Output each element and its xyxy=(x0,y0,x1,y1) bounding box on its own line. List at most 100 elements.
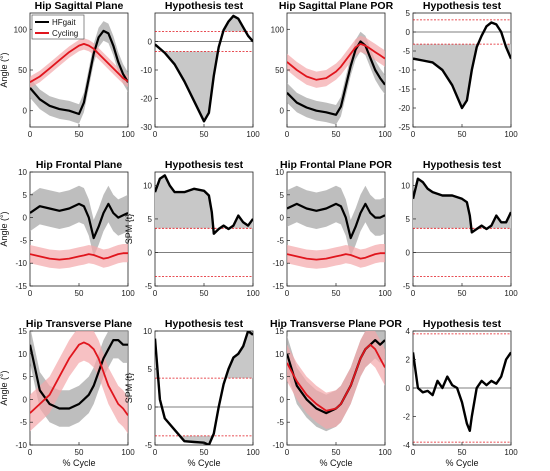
y-tick-label: 5 xyxy=(280,191,285,200)
plot-area xyxy=(413,177,511,278)
y-tick-label: 0 xyxy=(280,107,285,116)
y-tick-label: -25 xyxy=(398,123,410,132)
x-tick-label: 100 xyxy=(121,130,135,139)
x-tick-label: 100 xyxy=(504,130,518,139)
y-tick-label: -10 xyxy=(15,441,27,450)
panel-title: Hip Transverse Plane POR xyxy=(270,318,402,330)
hfgait-mean-line xyxy=(30,202,128,240)
x-tick-label: 50 xyxy=(200,130,209,139)
y-tick-label: 0 xyxy=(148,403,153,412)
panel-hip-sagittal-por: Hip Sagittal Plane POR 0 50 100 0 50 100 xyxy=(271,0,394,139)
y-tick-label: 15 xyxy=(275,327,284,336)
x-tick-label: 50 xyxy=(75,289,84,298)
y-tick-label: -20 xyxy=(140,95,152,104)
y-tick-label: -5 xyxy=(145,282,153,291)
spm-t-curve xyxy=(155,14,253,123)
hfgait-sd-band xyxy=(287,31,385,125)
x-tick-label: 50 xyxy=(332,130,341,139)
panel-hip-transverse-por: Hip Transverse Plane POR 0 50 100 -10 -5 0 5 10 1… xyxy=(270,318,402,468)
hfgait-sd-band xyxy=(30,185,128,257)
y-tick-label: 15 xyxy=(18,327,27,336)
y-tick-label: -5 xyxy=(277,236,285,245)
panel-title: Hypothesis test xyxy=(423,159,502,171)
x-tick-label: 0 xyxy=(153,448,158,457)
plot-area xyxy=(413,333,511,443)
x-tick-label: 0 xyxy=(411,289,416,298)
y-tick-label: 2 xyxy=(406,356,411,365)
panel-hip-frontal: Hip Frontal Plane 0 50 100 -15 -10 -5 0 5 10 Angle… xyxy=(0,159,135,298)
plot-area xyxy=(287,31,385,125)
spm-t-curve xyxy=(155,331,253,445)
y-tick-label: 10 xyxy=(143,327,152,336)
x-tick-label: 50 xyxy=(458,448,467,457)
plot-area xyxy=(155,174,253,278)
y-tick-label: 0 xyxy=(23,107,28,116)
axes-box xyxy=(154,330,254,446)
y-tick-label: 5 xyxy=(406,215,411,224)
x-tick-label: 100 xyxy=(246,130,260,139)
cycling-mean-line xyxy=(30,341,128,416)
x-tick-label: 0 xyxy=(411,130,416,139)
y-tick-label: 10 xyxy=(143,181,152,190)
panel-hip-sagittal: Hip Sagittal Plane 0 50 100 0 50 100 Angle (°) H… xyxy=(0,0,135,139)
x-tick-label: 50 xyxy=(75,130,84,139)
panel-spm-transverse-por: Hypothesis test 0 50 100 -4 -2 0 2 4 % Cycle xyxy=(403,318,518,468)
x-axis-label: % Cycle xyxy=(62,458,95,468)
panel-spm-sagittal: Hypothesis test 0 50 100 -30 -20 -10 0 xyxy=(140,0,260,139)
cycling-mean-line xyxy=(287,252,385,261)
hfgait-mean-line xyxy=(30,29,128,116)
x-tick-label: 50 xyxy=(332,289,341,298)
y-tick-label: 10 xyxy=(275,168,284,177)
cycling-mean-line xyxy=(287,43,385,81)
y-tick-label: 0 xyxy=(148,248,153,257)
y-tick-label: 10 xyxy=(18,350,27,359)
panel-hip-frontal-por: Hip Frontal Plane POR 0 50 100 -15 -10 -5 0 5 10 xyxy=(272,159,392,298)
x-tick-label: 100 xyxy=(246,448,260,457)
y-tick-label: -2 xyxy=(403,413,411,422)
x-tick-label: 0 xyxy=(28,289,33,298)
x-tick-label: 100 xyxy=(121,448,135,457)
x-axis-label: % Cycle xyxy=(187,458,220,468)
suprathreshold-cluster xyxy=(413,178,511,229)
y-tick-label: -10 xyxy=(272,441,284,450)
y-tick-label: -15 xyxy=(398,85,410,94)
cycling-mean-line xyxy=(30,43,128,83)
y-axis-label: Angle (°) xyxy=(0,211,9,246)
y-tick-label: 0 xyxy=(406,384,411,393)
y-tick-label: -5 xyxy=(403,282,411,291)
y-tick-label: -15 xyxy=(15,282,27,291)
legend-label-cycling: Cycling xyxy=(52,29,78,38)
y-tick-label: 0 xyxy=(280,395,285,404)
plot-area xyxy=(287,331,385,432)
panel-title: Hypothesis test xyxy=(165,0,244,12)
x-tick-label: 100 xyxy=(246,289,260,298)
x-tick-label: 0 xyxy=(285,289,290,298)
hfgait-mean-line xyxy=(30,339,128,410)
panel-title: Hip Sagittal Plane xyxy=(35,0,124,12)
cycling-sd-band xyxy=(287,35,385,88)
x-tick-label: 100 xyxy=(121,289,135,298)
spm-t-curve xyxy=(155,174,253,235)
y-tick-label: 10 xyxy=(18,168,27,177)
y-tick-label: -20 xyxy=(398,104,410,113)
y-axis-label: Angle (°) xyxy=(0,370,9,405)
y-tick-label: 10 xyxy=(401,181,410,190)
y-tick-label: 5 xyxy=(280,373,285,382)
panel-title: Hypothesis test xyxy=(165,318,244,330)
panel-title: Hypothesis test xyxy=(423,318,502,330)
y-tick-label: 100 xyxy=(271,25,285,34)
panel-title: Hip Sagittal Plane POR xyxy=(279,0,394,12)
x-tick-label: 50 xyxy=(75,448,84,457)
hfgait-sd-band xyxy=(30,21,128,124)
y-tick-label: -4 xyxy=(403,441,411,450)
x-axis-label: % Cycle xyxy=(445,458,478,468)
y-tick-label: 50 xyxy=(275,66,284,75)
x-tick-label: 0 xyxy=(153,130,158,139)
y-tick-label: -5 xyxy=(277,418,285,427)
x-tick-label: 100 xyxy=(504,289,518,298)
plot-area xyxy=(155,331,253,445)
x-tick-label: 50 xyxy=(200,289,209,298)
